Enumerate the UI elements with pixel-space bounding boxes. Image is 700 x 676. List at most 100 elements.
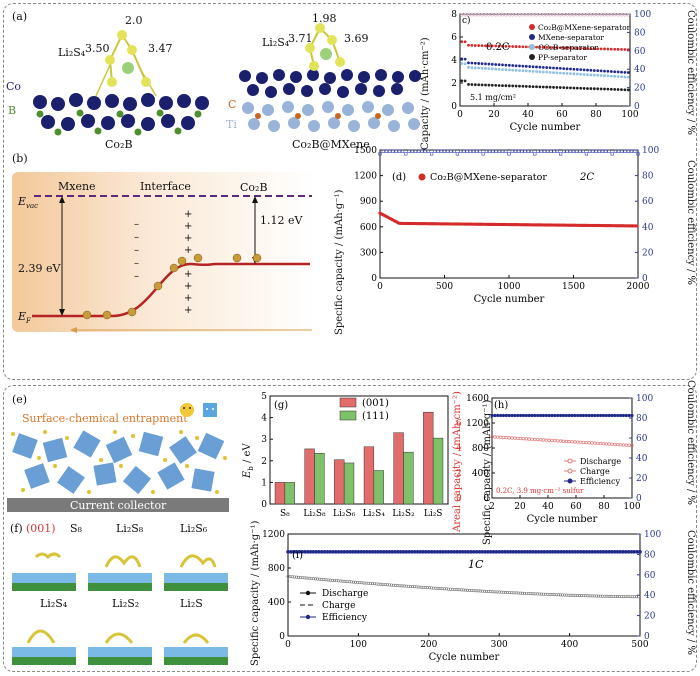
capacity-point bbox=[460, 40, 464, 44]
legend-swatch bbox=[339, 410, 357, 421]
y-tick-label: 4 bbox=[261, 414, 267, 424]
efficiency-point bbox=[564, 413, 568, 418]
capacity-point bbox=[562, 67, 566, 71]
eb-main: E bbox=[242, 470, 253, 478]
capacity-point bbox=[589, 73, 593, 77]
efficiency-point bbox=[626, 149, 630, 153]
capacity-point bbox=[603, 69, 606, 73]
efficiency-point bbox=[582, 13, 586, 17]
discharge-point bbox=[516, 436, 520, 441]
efficiency-point bbox=[497, 149, 501, 153]
efficiency-point bbox=[617, 149, 621, 153]
capacity-point bbox=[504, 68, 508, 72]
efficiency-point bbox=[475, 149, 479, 153]
discharge-point bbox=[538, 438, 543, 442]
bar-001 bbox=[334, 459, 345, 505]
efficiency-point bbox=[626, 550, 631, 554]
efficiency-point bbox=[446, 550, 451, 554]
efficiency-point bbox=[633, 149, 637, 153]
y2-tick-label: 0 bbox=[642, 274, 648, 284]
efficiency-point bbox=[426, 149, 430, 153]
capacity-point bbox=[514, 68, 518, 72]
x-tick-label: 60 bbox=[556, 110, 568, 120]
efficiency-point bbox=[478, 149, 482, 153]
capacity-point bbox=[596, 87, 600, 91]
efficiency-point bbox=[404, 152, 408, 156]
bond-length-top-left: 2.0 bbox=[125, 14, 143, 27]
x-tick-label: 100 bbox=[350, 640, 367, 650]
discharge-point bbox=[541, 438, 546, 442]
capacity-point bbox=[613, 70, 617, 74]
discharge-point bbox=[493, 435, 497, 439]
efficiency-point bbox=[521, 13, 525, 17]
co-atom-row bbox=[33, 93, 209, 131]
efficiency-point bbox=[576, 550, 580, 554]
caption-co2b: Co₂B bbox=[105, 138, 133, 151]
x-tick-label: 40 bbox=[522, 110, 534, 120]
efficiency-point bbox=[521, 413, 526, 418]
y-tick-label: 5 bbox=[261, 392, 267, 402]
category-label: Li₂S₆ bbox=[333, 509, 356, 519]
efficiency-point bbox=[421, 550, 425, 554]
capacity-point bbox=[484, 44, 487, 48]
y-tick-label: 0 bbox=[261, 500, 267, 510]
bar-111 bbox=[343, 462, 355, 505]
capacity-point bbox=[484, 67, 487, 70]
x-tick-label: 200 bbox=[420, 640, 437, 650]
efficiency-point bbox=[571, 149, 576, 153]
efficiency-point bbox=[503, 550, 507, 554]
legend-marker bbox=[529, 34, 535, 40]
top-figure-frame bbox=[3, 3, 697, 380]
capacity-point bbox=[623, 48, 627, 51]
discharge-point bbox=[544, 438, 548, 442]
capacity-point bbox=[507, 84, 511, 88]
species-li2s: Li₂S bbox=[180, 597, 203, 610]
efficiency-point bbox=[373, 550, 378, 554]
efficiency-point bbox=[555, 149, 559, 153]
efficiency-point bbox=[592, 13, 596, 17]
efficiency-point bbox=[300, 550, 304, 554]
efficiency-point bbox=[542, 149, 547, 153]
species-label-right: Li₂S₄ bbox=[262, 36, 290, 49]
legend-entry: (111) bbox=[362, 411, 389, 422]
efficiency-point bbox=[555, 13, 559, 17]
y-tick-label: 4 bbox=[451, 56, 457, 66]
efficiency-point bbox=[514, 13, 518, 17]
efficiency-point bbox=[501, 413, 506, 418]
capacity-point bbox=[558, 46, 562, 50]
svg-text:+: + bbox=[184, 245, 192, 256]
capacity-point bbox=[637, 595, 641, 599]
efficiency-point bbox=[548, 550, 552, 554]
capacity-point bbox=[562, 71, 566, 75]
ef-subscript: F bbox=[26, 317, 31, 326]
efficiency-point bbox=[370, 550, 375, 554]
efficiency-point bbox=[513, 413, 517, 418]
legend-marker bbox=[567, 468, 573, 474]
co2b-mxene-slab bbox=[239, 23, 421, 132]
capacity-point bbox=[586, 47, 589, 50]
efficiency-point bbox=[627, 413, 631, 418]
y2-tick-label: 100 bbox=[644, 530, 661, 540]
efficiency-point bbox=[441, 550, 445, 554]
efficiency-point bbox=[381, 550, 386, 554]
capacity-point bbox=[504, 63, 508, 67]
efficiency-point bbox=[317, 550, 321, 554]
x-axis-label: Cycle number bbox=[527, 514, 598, 525]
efficiency-point bbox=[596, 413, 600, 418]
efficiency-point bbox=[564, 550, 569, 554]
efficiency-point bbox=[594, 149, 598, 153]
evac-label: Evac bbox=[18, 195, 38, 210]
efficiency-point bbox=[468, 149, 472, 153]
efficiency-point bbox=[638, 550, 642, 554]
x-tick-label: 40 bbox=[542, 502, 554, 512]
bar-001 bbox=[423, 411, 434, 505]
efficiency-point bbox=[314, 550, 318, 554]
discharge-point bbox=[556, 439, 560, 443]
efficiency-point bbox=[472, 550, 476, 554]
species-li2s6: Li₂S₆ bbox=[180, 522, 208, 535]
efficiency-point bbox=[420, 149, 424, 153]
efficiency-point bbox=[356, 550, 361, 554]
efficiency-point bbox=[541, 13, 545, 17]
bar-111 bbox=[284, 482, 295, 505]
capacity-point bbox=[623, 70, 627, 74]
